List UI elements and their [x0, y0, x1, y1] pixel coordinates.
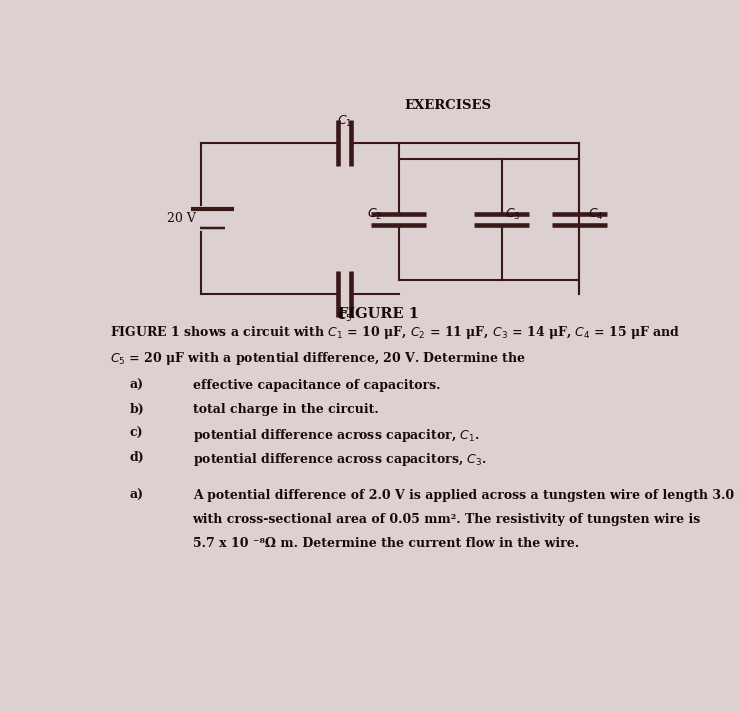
Text: c): c)	[129, 427, 143, 440]
Text: potential difference across capacitors, $C_3$.: potential difference across capacitors, …	[193, 451, 486, 468]
Text: FIGURE 1 shows a circuit with $C_1$ = 10 μF, $C_2$ = 11 μF, $C_3$ = 14 μF, $C_4$: FIGURE 1 shows a circuit with $C_1$ = 10…	[109, 324, 680, 341]
Text: $C_4$: $C_4$	[588, 206, 604, 222]
Text: total charge in the circuit.: total charge in the circuit.	[193, 403, 378, 416]
Text: effective capacitance of capacitors.: effective capacitance of capacitors.	[193, 379, 440, 392]
Text: 20 V: 20 V	[166, 212, 196, 225]
Text: $C_5$: $C_5$	[336, 309, 353, 324]
Text: a): a)	[129, 489, 143, 502]
Text: 5.7 x 10 ⁻⁸Ω m. Determine the current flow in the wire.: 5.7 x 10 ⁻⁸Ω m. Determine the current fl…	[193, 537, 579, 550]
Text: with cross-sectional area of 0.05 mm². The resistivity of tungsten wire is: with cross-sectional area of 0.05 mm². T…	[193, 513, 701, 526]
Text: potential difference across capacitor, $C_1$.: potential difference across capacitor, $…	[193, 427, 480, 444]
Text: $C_2$: $C_2$	[367, 206, 383, 222]
Text: b): b)	[129, 403, 144, 416]
Text: EXERCISES: EXERCISES	[404, 99, 491, 112]
Text: a): a)	[129, 379, 143, 392]
Text: FIGURE 1: FIGURE 1	[338, 308, 419, 322]
Text: $C_1$: $C_1$	[337, 114, 352, 130]
Text: d): d)	[129, 451, 144, 464]
Text: A potential difference of 2.0 V is applied across a tungsten wire of length 3.0 : A potential difference of 2.0 V is appli…	[193, 489, 739, 502]
Text: $C_3$: $C_3$	[505, 206, 520, 222]
Text: $C_5$ = 20 μF with a potential difference, 20 V. Determine the: $C_5$ = 20 μF with a potential differenc…	[109, 350, 525, 367]
